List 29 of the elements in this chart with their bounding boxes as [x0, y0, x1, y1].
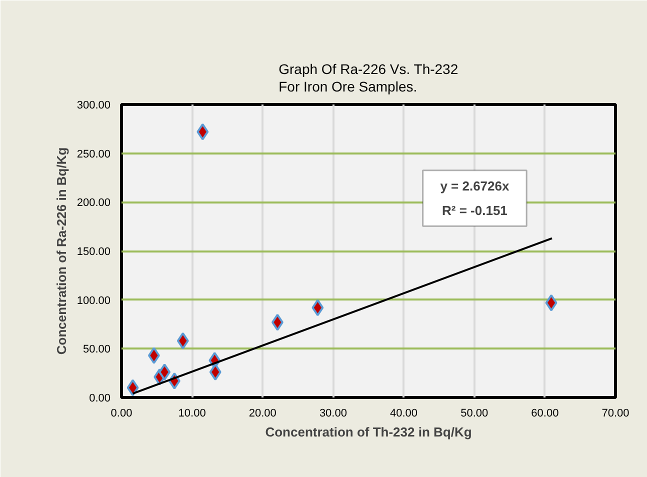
x-tick-label: 0.00 [110, 408, 132, 420]
chart-title: Graph Of Ra-226 Vs. Th-232 For Iron Ore Samples. [278, 60, 458, 94]
point [176, 332, 189, 350]
y-tick-label: 50.00 [82, 344, 111, 356]
point [196, 123, 209, 140]
point [158, 364, 171, 381]
y-tick-label: 150.00 [76, 246, 111, 258]
y-tick-label: 300.00 [76, 100, 111, 112]
y-tick-label: 0.00 [89, 392, 111, 404]
x-axis-title: Concentration of Th-232 in Bq/Kg [265, 424, 472, 440]
x-tick-label: 30.00 [319, 408, 347, 420]
x-tick-label: 50.00 [460, 408, 488, 420]
point [312, 299, 324, 316]
y-tick-label: 250.00 [76, 148, 111, 160]
x-tick-label: 20.00 [248, 408, 276, 420]
point [209, 364, 222, 381]
point [271, 314, 284, 331]
annotation: R² = -0.151 [442, 203, 508, 218]
y-tick-label: 200.00 [76, 197, 111, 210]
x-tick-label: 60.00 [531, 408, 559, 420]
point [148, 347, 160, 364]
point [545, 294, 558, 312]
y-tick-label: 100.00 [76, 294, 111, 307]
y-axis-title: Concentration of Ra-226 in Bq/Kg [54, 147, 69, 355]
x-tick-label: 10.00 [178, 408, 206, 420]
x-tick-label: 40.00 [390, 408, 418, 420]
point [126, 379, 139, 396]
annotation: y = 2.6726x [440, 178, 510, 194]
x-tick-label: 70.00 [602, 408, 630, 420]
